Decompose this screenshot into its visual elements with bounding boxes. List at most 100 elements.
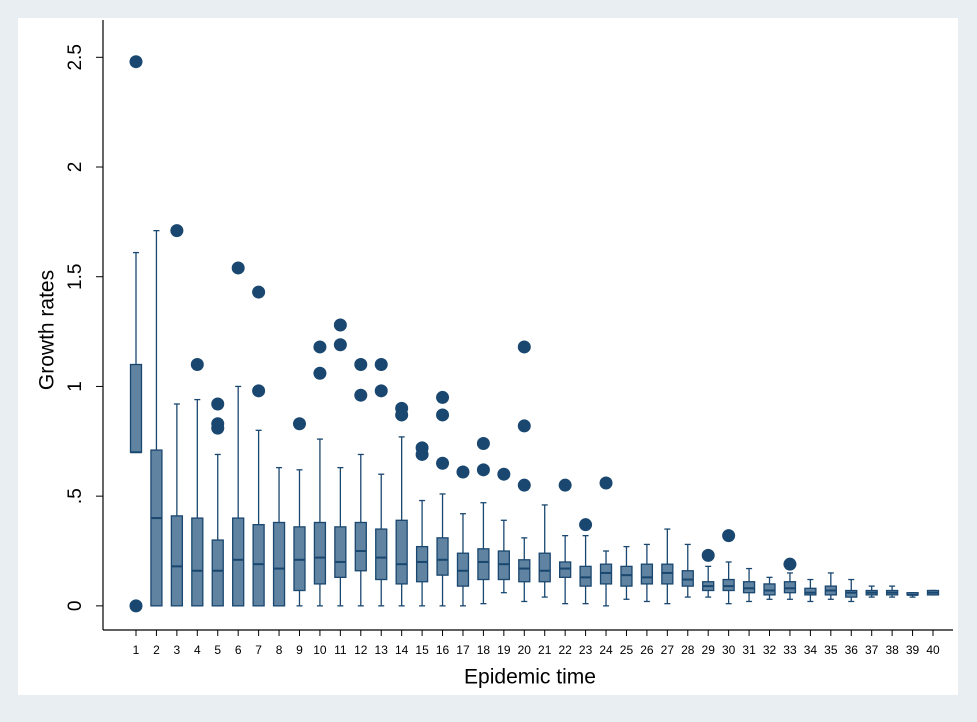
x-tick-label: 6 — [235, 643, 242, 657]
box — [742, 581, 756, 594]
x-tick-label: 24 — [599, 643, 613, 657]
outlier — [436, 456, 450, 470]
outlier — [252, 384, 266, 398]
box — [661, 563, 674, 585]
x-tick-label: 33 — [783, 643, 797, 657]
outlier — [211, 421, 225, 435]
box — [293, 526, 306, 592]
box — [681, 570, 694, 587]
y-tick-label: 0 — [65, 601, 86, 612]
box — [640, 563, 654, 585]
box — [252, 524, 265, 607]
x-tick-label: 31 — [742, 643, 756, 657]
x-tick-label: 14 — [395, 643, 409, 657]
box — [763, 583, 776, 596]
box — [211, 539, 224, 607]
y-tick-label: 2 — [65, 162, 86, 173]
box — [783, 581, 797, 594]
box — [497, 550, 510, 581]
outlier — [558, 478, 572, 492]
x-tick-label: 34 — [804, 643, 818, 657]
y-tick-label: 2.5 — [65, 44, 86, 70]
x-axis-title: Epidemic time — [464, 666, 596, 689]
x-tick-label: 23 — [579, 643, 593, 657]
outlier — [374, 357, 388, 371]
box — [334, 526, 347, 578]
box — [579, 565, 592, 587]
outlier — [517, 478, 531, 492]
box — [129, 363, 143, 453]
outlier — [333, 338, 347, 352]
y-tick-label: .5 — [65, 488, 86, 504]
box — [538, 552, 551, 583]
x-tick-label: 1 — [133, 643, 140, 657]
outlier — [129, 599, 143, 613]
x-tick-label: 26 — [640, 643, 654, 657]
x-tick-label: 25 — [620, 643, 634, 657]
x-tick-label: 22 — [558, 643, 572, 657]
box — [722, 578, 735, 592]
box — [232, 517, 245, 607]
box — [599, 563, 613, 585]
x-tick-label: 11 — [334, 643, 347, 657]
outlier — [436, 390, 450, 404]
y-tick-label: 1.5 — [65, 264, 86, 290]
x-tick-label: 16 — [436, 643, 450, 657]
outlier — [436, 408, 450, 422]
y-axis-title: Growth rates — [36, 270, 59, 390]
x-tick-label: 15 — [415, 643, 429, 657]
box — [456, 552, 470, 587]
outlier — [456, 465, 470, 479]
x-tick-label: 13 — [375, 643, 389, 657]
x-tick-label: 28 — [681, 643, 695, 657]
x-tick-label: 3 — [174, 643, 181, 657]
outlier — [701, 548, 715, 562]
box — [375, 528, 388, 581]
box — [415, 545, 429, 583]
x-tick-label: 27 — [661, 643, 675, 657]
outlier — [374, 384, 388, 398]
x-tick-label: 39 — [906, 643, 920, 657]
x-tick-label: 38 — [885, 643, 899, 657]
outlier — [476, 463, 490, 477]
outlier — [354, 357, 368, 371]
outlier — [354, 388, 368, 402]
box — [518, 559, 531, 583]
x-tick-label: 21 — [538, 643, 552, 657]
outlier — [313, 340, 327, 354]
box — [272, 521, 286, 607]
outlier — [517, 340, 531, 354]
outlier — [333, 318, 347, 332]
x-tick-label: 17 — [456, 643, 470, 657]
box — [477, 548, 490, 581]
x-tick-label: 19 — [497, 643, 511, 657]
box — [804, 587, 817, 596]
outlier — [517, 419, 531, 433]
x-tick-label: 10 — [313, 643, 327, 657]
outlier — [415, 447, 429, 461]
outlier — [497, 467, 511, 481]
x-tick-label: 40 — [926, 643, 940, 657]
x-tick-label: 2 — [153, 643, 160, 657]
outlier — [476, 436, 490, 450]
outlier — [395, 408, 409, 422]
box — [354, 521, 367, 572]
box — [170, 515, 184, 607]
y-tick-label: 1 — [65, 381, 86, 392]
x-tick-label: 7 — [255, 643, 262, 657]
box — [313, 521, 327, 585]
outlier — [129, 55, 143, 69]
box — [559, 561, 572, 578]
x-tick-label: 30 — [722, 643, 736, 657]
outlier — [170, 224, 184, 238]
outlier — [783, 557, 797, 571]
box — [620, 565, 633, 587]
x-tick-label: 35 — [824, 643, 838, 657]
box — [395, 519, 408, 585]
box — [191, 517, 204, 607]
x-tick-label: 32 — [763, 643, 777, 657]
x-tick-label: 20 — [518, 643, 532, 657]
outlier — [722, 529, 736, 543]
x-tick-label: 37 — [865, 643, 879, 657]
